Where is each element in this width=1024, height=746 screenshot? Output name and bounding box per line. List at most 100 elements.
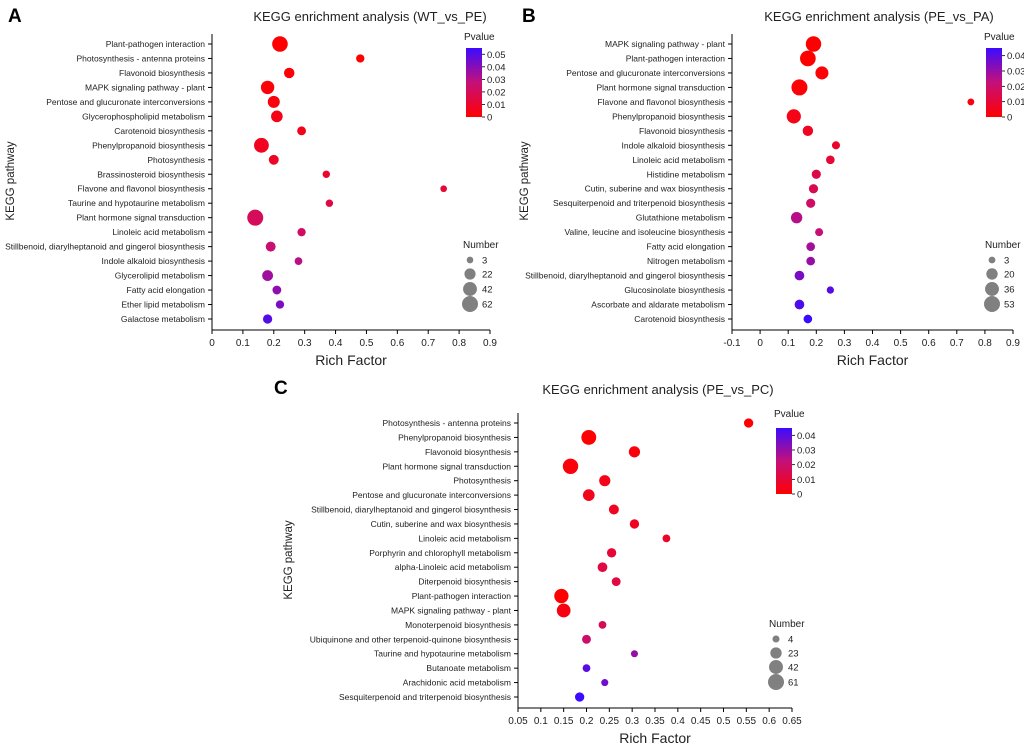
x-tick-label: 0.1 [236,338,250,349]
colorbar-tick-label: 0.03 [487,75,506,86]
data-point [268,154,279,165]
pvalue-legend-title: Pvalue [774,409,805,420]
size-legend-label: 4 [788,635,793,646]
x-tick-label: 0.3 [298,338,312,349]
data-point [271,110,283,123]
pathway-label: MAPK signaling pathway - plant [85,82,206,92]
x-tick-label: 0.6 [922,338,936,349]
pathway-label: Phenylpropanoid biosynthesis [398,432,511,442]
colorbar-tick-label: 0.02 [1007,82,1024,93]
size-legend-dot [984,296,1000,312]
size-legend-label: 20 [1004,270,1015,281]
data-point [262,314,273,324]
data-point [598,621,607,629]
colorbar-tick-label: 0.04 [797,431,816,442]
pathway-label: Photosynthesis [147,155,205,165]
pathway-label: MAPK signaling pathway - plant [605,39,726,49]
data-point [806,198,816,208]
size-legend-label: 36 [1004,285,1015,296]
pathway-label: Stillbenoid, diarylheptanoid and gingero… [525,271,725,281]
size-legend-label: 3 [482,256,487,267]
size-legend-dot [466,256,474,264]
data-point [260,80,275,95]
x-tick-label: 0.55 [737,716,757,727]
pvalue-legend-title: Pvalue [464,32,495,43]
panel-letter: C [274,378,288,399]
pathway-label: Fatty acid elongation [127,285,206,295]
x-tick-label: 0.4 [671,716,685,727]
colorbar-tick-label: 0 [1007,113,1012,124]
pvalue-legend-title: Pvalue [984,32,1015,43]
x-tick-label: 0.4 [866,338,880,349]
pvalue-colorbar [776,428,792,494]
data-point [826,155,835,165]
pathway-label: MAPK signaling pathway - plant [391,605,512,615]
data-point [743,418,754,428]
data-point [601,679,609,687]
data-point [582,489,595,501]
data-point [808,184,819,194]
data-point [556,603,571,618]
colorbar-tick-label: 0.03 [1007,67,1024,78]
pathway-label: Cutin, suberine and wax biosynthesis [371,519,511,529]
data-point [562,458,579,474]
pathway-label: Flavonoid biosynthesis [425,447,511,457]
data-point [967,98,975,106]
x-tick-label: 0.3 [625,716,639,727]
size-legend-dot [986,268,998,280]
pathway-label: Glutathione metabolism [636,213,725,223]
x-tick-label: 0.5 [359,338,373,349]
data-point [356,54,365,63]
data-point [628,446,641,458]
data-point [597,562,608,573]
data-point [283,67,295,79]
data-point [811,169,821,179]
data-point [794,270,805,281]
pathway-label: Sesquiterpenoid and triterpenoid biosynt… [339,692,511,702]
colorbar-tick-label: 0.05 [487,50,506,61]
size-legend-dot [768,674,784,690]
x-tick-label: 0.65 [782,716,802,727]
pathway-label: Stillbenoid, diarylheptanoid and gingero… [311,505,511,515]
size-legend-label: 62 [482,300,493,311]
number-legend-title: Number [463,240,499,251]
pathway-label: Carotenoid biosynthesis [114,126,205,136]
pathway-label: Pentose and glucuronate interconversions [566,68,725,78]
data-point [606,548,617,558]
panel-b-chart: B KEGG enrichment analysis (PE_vs_PA) -0.1… [519,6,1024,368]
chart-title: KEGG enrichment analysis (PE_vs_PA) [764,9,994,24]
x-tick-label: 0.1 [781,338,795,349]
data-point [297,126,306,136]
pathway-label: Glycerolipid metabolism [115,271,205,281]
data-point [815,228,824,237]
size-legend-dot [464,268,476,280]
x-tick-label: 0.7 [421,338,435,349]
panel-letter: B [522,6,536,27]
y-axis-label: KEGG pathway [519,141,531,221]
pathway-label: Porphyrin and chlorophyll metabolism [369,548,511,558]
pathway-label: alpha-Linoleic acid metabolism [395,562,511,572]
x-tick-label: 0.15 [554,716,574,727]
number-legend-title: Number [769,619,805,630]
pathway-label: Nitrogen metabolism [647,256,725,266]
size-legend-dot [770,647,782,659]
x-tick-label: 0.2 [580,716,594,727]
x-tick-label: 0.5 [717,716,731,727]
x-tick-label: 0.1 [534,716,548,727]
data-point [800,50,816,67]
data-point [294,257,303,265]
size-legend-label: 22 [482,270,493,281]
data-point [272,36,288,52]
pathway-label: Butanoate metabolism [426,663,511,673]
pathway-label: Glycerophospholipid metabolism [82,111,205,121]
pathway-label: Ether lipid metabolism [121,300,205,310]
data-point [325,199,334,207]
y-axis-label: KEGG pathway [5,141,17,221]
pathway-label: Plant-pathogen interaction [412,591,512,601]
pathway-label: Flavone and flavonol biosynthesis [597,97,725,107]
pathway-label: Plant-pathogen interaction [106,39,206,49]
pathway-label: Photosynthesis - antenna proteins [382,418,511,428]
size-legend-label: 3 [1004,256,1009,267]
size-legend-dot [769,660,783,674]
